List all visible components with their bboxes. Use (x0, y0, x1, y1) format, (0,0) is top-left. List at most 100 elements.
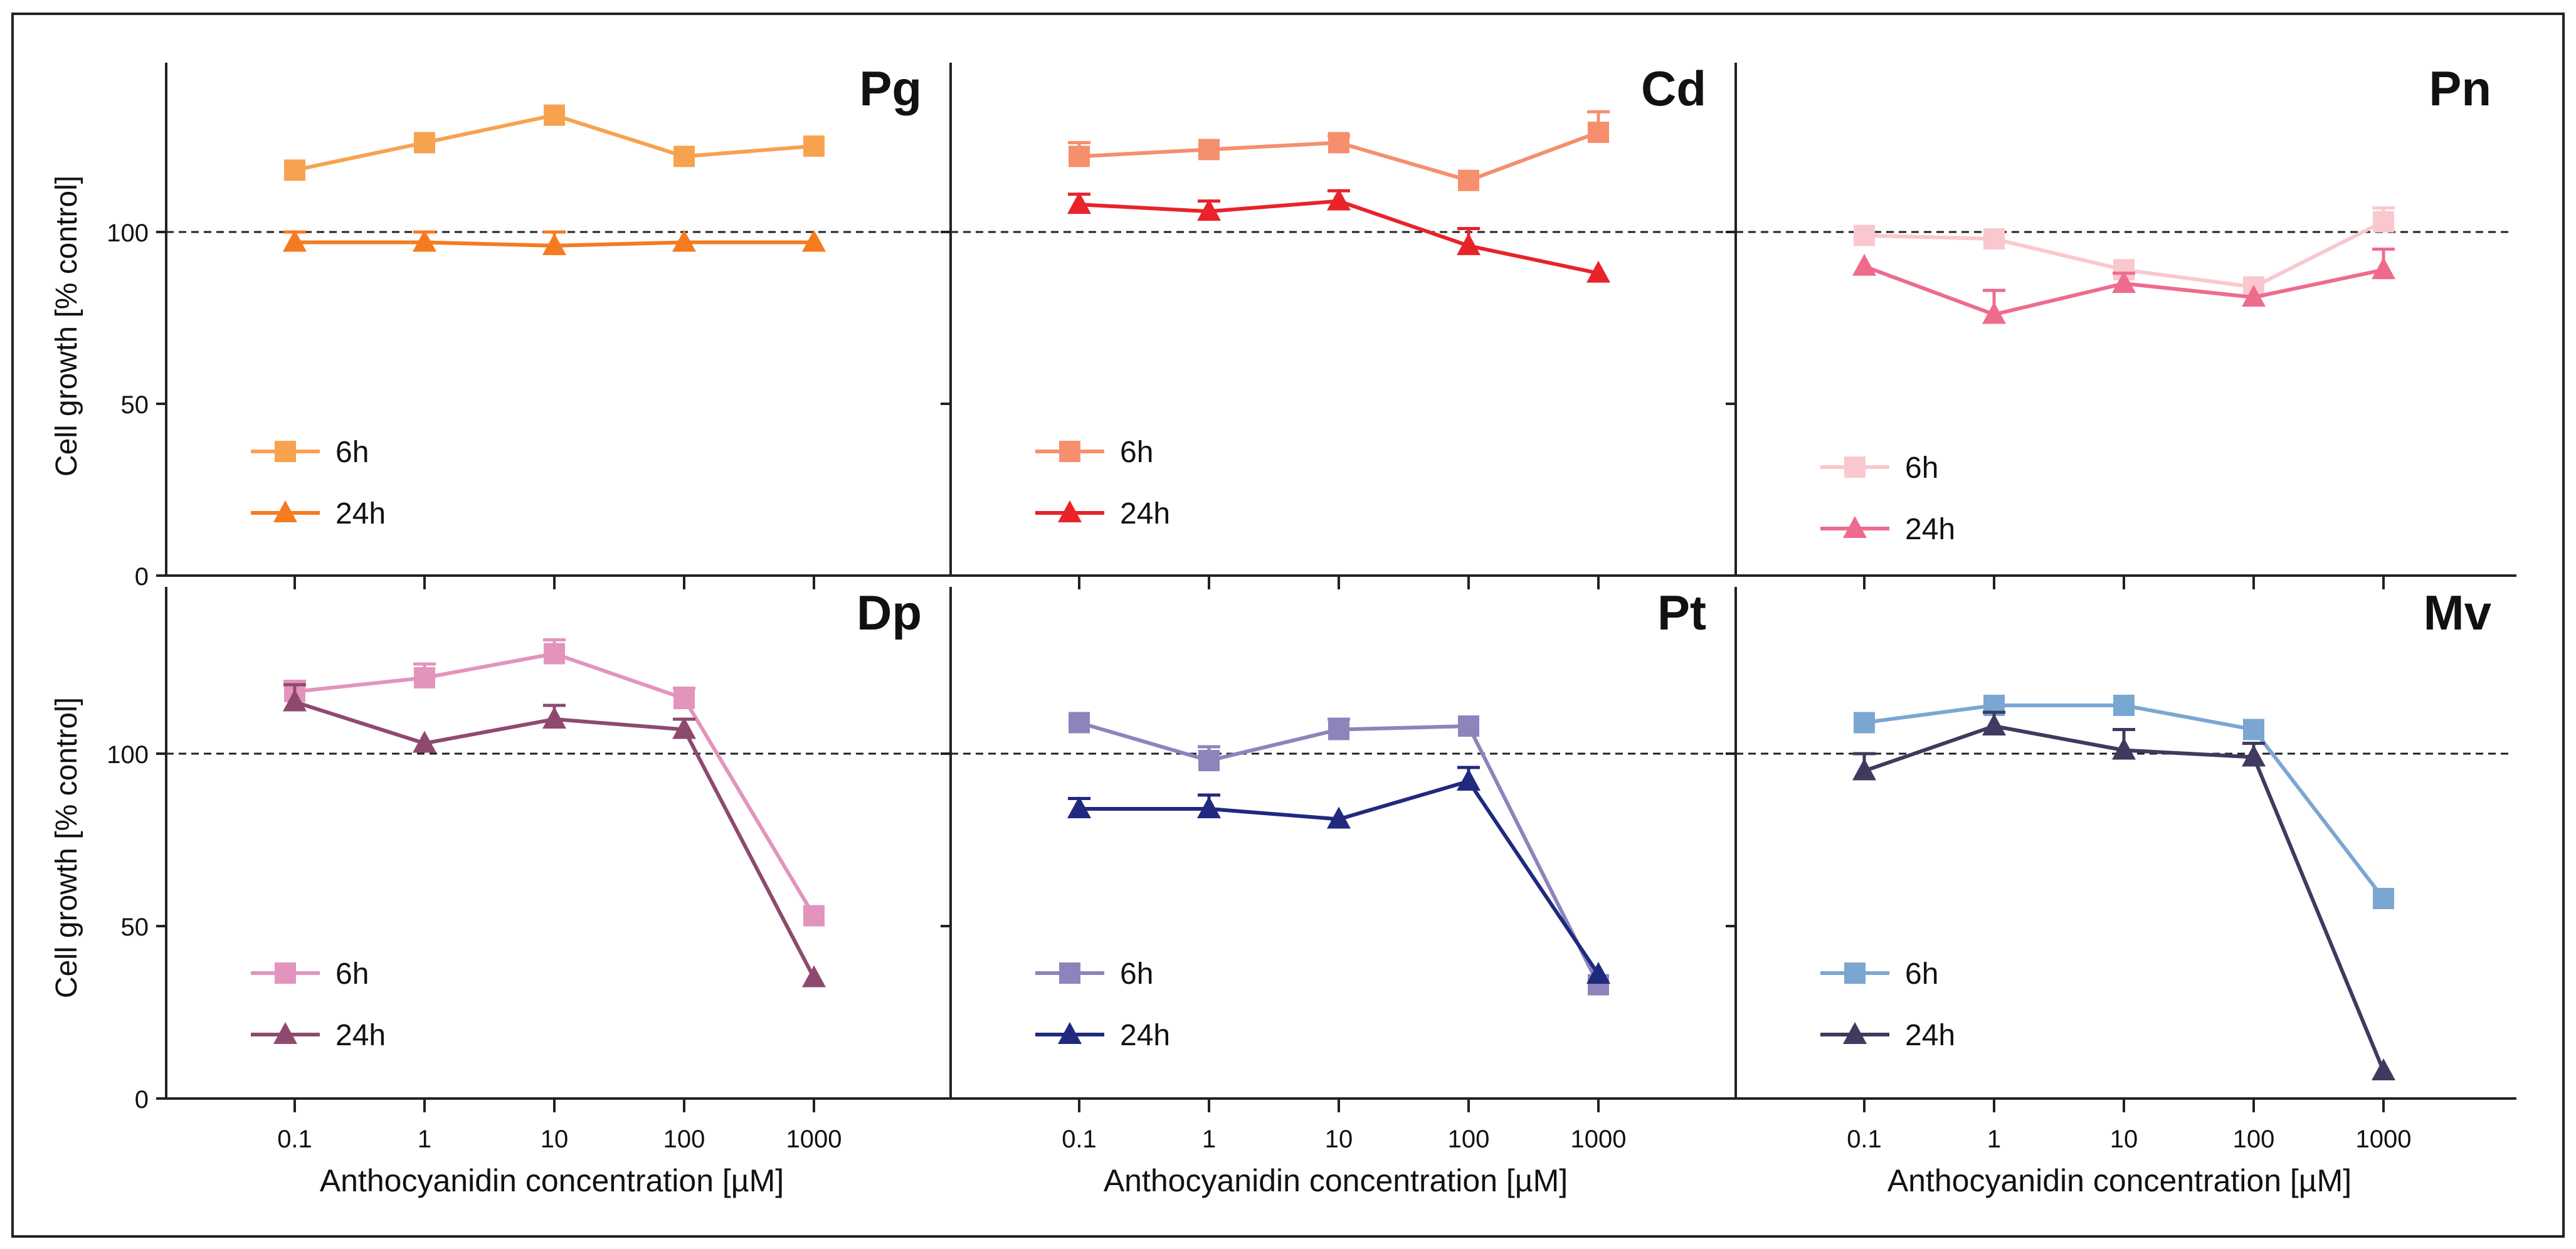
data-point (542, 233, 566, 255)
data-point (2242, 744, 2266, 767)
data-point (544, 104, 565, 126)
series-24h: 24h (1820, 710, 2395, 1080)
data-point (1457, 233, 1481, 255)
x-tick-label: 100 (2233, 1125, 2275, 1153)
legend-label: 6h (1905, 451, 1938, 485)
x-tick-label: 1 (1987, 1125, 2001, 1153)
y-axis-title-top: Cell growth [% control] (50, 176, 83, 477)
panel-pg: 0 50 100 Pg 6h 24h (107, 61, 947, 591)
data-point (1852, 253, 1876, 276)
legend-label: 6h (335, 957, 369, 991)
data-point (414, 667, 435, 688)
legend-marker (273, 500, 297, 522)
legend-label: 24h (1120, 497, 1170, 530)
panels: 0 50 100 Pg 6h 24h Cd 6h 24h Pn 6h 24h 0 50 100 0.1 1 10 1… (107, 61, 2516, 1153)
x-tick-label: 1000 (1571, 1125, 1627, 1153)
data-point (1328, 719, 1349, 740)
legend-marker (1059, 441, 1080, 462)
legend-label: 24h (1120, 1019, 1170, 1052)
legend-marker (275, 962, 296, 984)
x-tick-label: 0.1 (1847, 1125, 1882, 1153)
data-point (1327, 806, 1351, 829)
legend-marker (1058, 1022, 1082, 1044)
series-24h: 24h (251, 683, 826, 1052)
data-point (2112, 737, 2136, 760)
legend-label: 24h (335, 1019, 386, 1052)
x-tick-label: 10 (541, 1125, 569, 1153)
y-tick-label: 50 (121, 391, 149, 419)
data-point (1067, 192, 1091, 214)
data-point (283, 689, 307, 712)
panel-title: Pt (1657, 585, 1706, 640)
y-tick-label: 0 (135, 1086, 149, 1114)
x-tick-label: 1 (418, 1125, 431, 1153)
figure-border (11, 13, 2565, 1238)
data-point (2373, 888, 2394, 909)
data-point (1457, 769, 1481, 791)
panel-mv: 0.1 1 10 100 1000 Mv 6h 24h (1726, 585, 2516, 1153)
data-point (1069, 145, 1090, 167)
series-24h: 24h (251, 229, 826, 530)
data-point (1982, 302, 2006, 324)
data-point (1327, 188, 1351, 211)
data-point (1586, 962, 1610, 984)
data-point (284, 159, 305, 181)
panel-dp: 0 50 100 0.1 1 10 100 1000 Dp 6h 24h (107, 585, 947, 1153)
data-point (413, 730, 436, 753)
data-point (2372, 257, 2395, 280)
legend-marker (1843, 1022, 1867, 1044)
data-point (803, 135, 825, 157)
y-tick-label: 100 (107, 741, 149, 769)
legend-marker (1058, 500, 1082, 522)
data-point (1586, 260, 1610, 283)
x-axis-title-left: Anthocyanidin concentration [µM] (320, 1163, 784, 1198)
legend-marker (1844, 456, 1866, 478)
data-point (2372, 1058, 2395, 1080)
legend-label: 24h (1905, 513, 1955, 546)
panel-cd: Cd 6h 24h (941, 61, 1731, 589)
data-point (1854, 712, 1875, 734)
panel-title: Pg (859, 61, 922, 116)
series-6h: 6h (1035, 110, 1610, 469)
legend-marker (1059, 962, 1080, 984)
data-point (673, 688, 695, 709)
x-tick-label: 100 (663, 1125, 705, 1153)
legend-label: 6h (1120, 436, 1153, 469)
data-point (1067, 796, 1091, 818)
data-point (2242, 285, 2266, 307)
data-point (544, 643, 565, 665)
panel-title: Pn (2429, 61, 2491, 116)
data-point (283, 229, 307, 252)
legend-marker (1844, 962, 1866, 984)
legend-label: 24h (1905, 1019, 1955, 1052)
legend-marker (275, 441, 296, 462)
data-point (802, 965, 826, 988)
x-tick-label: 1000 (2356, 1125, 2412, 1153)
data-point (542, 707, 566, 729)
series-6h: 6h (1820, 695, 2394, 991)
data-point (1588, 122, 1609, 144)
data-point (1198, 750, 1220, 771)
data-point (1982, 714, 2006, 735)
x-tick-label: 100 (1448, 1125, 1490, 1153)
x-tick-label: 10 (1325, 1125, 1353, 1153)
panel-pt: 0.1 1 10 100 1000 Pt 6h 24h (941, 585, 1731, 1153)
data-point (1197, 199, 1221, 221)
x-tick-label: 1 (1202, 1125, 1216, 1153)
data-point (672, 229, 696, 252)
panel-pn: Pn 6h 24h (1726, 61, 2516, 589)
legend-label: 6h (335, 436, 369, 469)
data-point (2243, 719, 2264, 740)
data-point (2373, 211, 2394, 233)
x-tick-label: 10 (2110, 1125, 2138, 1153)
legend-label: 6h (1905, 957, 1938, 991)
panel-title: Dp (857, 585, 922, 640)
data-point (414, 132, 435, 154)
series-6h: 6h (251, 104, 825, 469)
legend-label: 24h (335, 497, 386, 530)
y-tick-label: 50 (121, 914, 149, 941)
data-point (2112, 271, 2136, 293)
panel-title: Cd (1641, 61, 1706, 116)
legend-label: 6h (1120, 957, 1153, 991)
data-point (1197, 796, 1221, 818)
